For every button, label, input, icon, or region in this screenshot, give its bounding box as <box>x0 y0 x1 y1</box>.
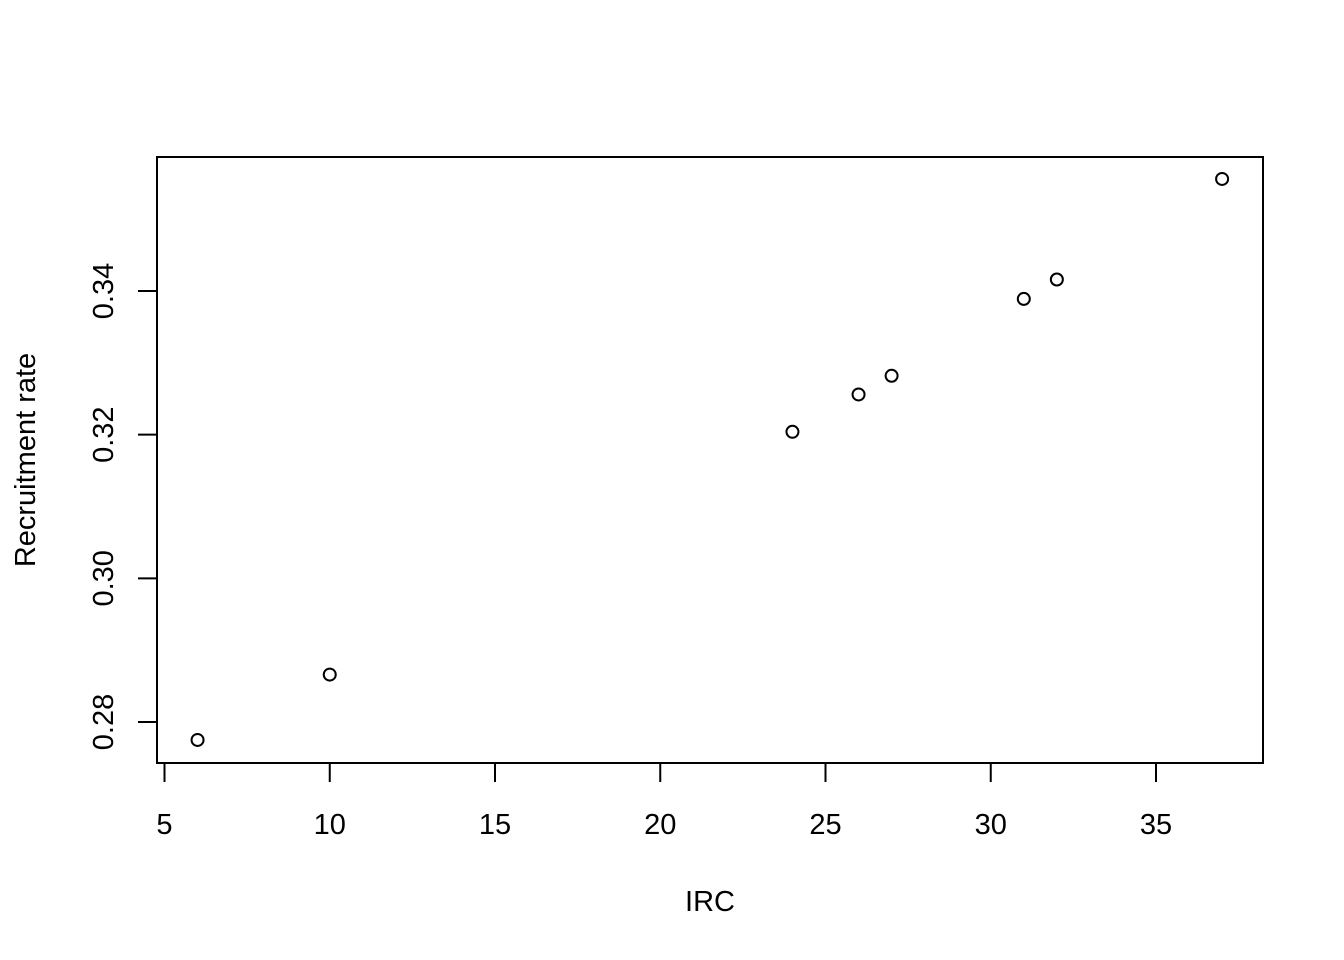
data-point <box>322 667 337 682</box>
x-tick-label: 20 <box>644 809 676 841</box>
x-tick-label: 5 <box>156 809 172 841</box>
data-points <box>190 171 1230 747</box>
data-point <box>884 368 899 383</box>
x-tick-label: 15 <box>479 809 511 841</box>
x-tick-label: 10 <box>314 809 346 841</box>
x-axis-label: IRC <box>685 886 735 918</box>
y-axis-label: Recruitment rate <box>10 353 42 567</box>
x-axis: 5 10 15 20 25 30 35 <box>156 762 1172 841</box>
x-tick-label: 30 <box>975 809 1007 841</box>
x-tick-label: 25 <box>809 809 841 841</box>
y-tick-label: 0.28 <box>88 694 120 750</box>
data-point <box>851 387 866 402</box>
y-tick-label: 0.32 <box>88 406 120 462</box>
plot-area-box <box>156 156 1264 764</box>
x-tick-label: 35 <box>1140 809 1172 841</box>
data-point <box>1215 171 1230 186</box>
data-point <box>1016 291 1031 306</box>
y-axis: 0.28 0.30 0.32 0.34 <box>88 263 158 750</box>
data-point <box>190 732 205 747</box>
data-point <box>785 424 800 439</box>
y-tick-label: 0.34 <box>88 263 120 319</box>
y-tick-label: 0.30 <box>88 550 120 606</box>
data-point <box>1049 272 1064 287</box>
